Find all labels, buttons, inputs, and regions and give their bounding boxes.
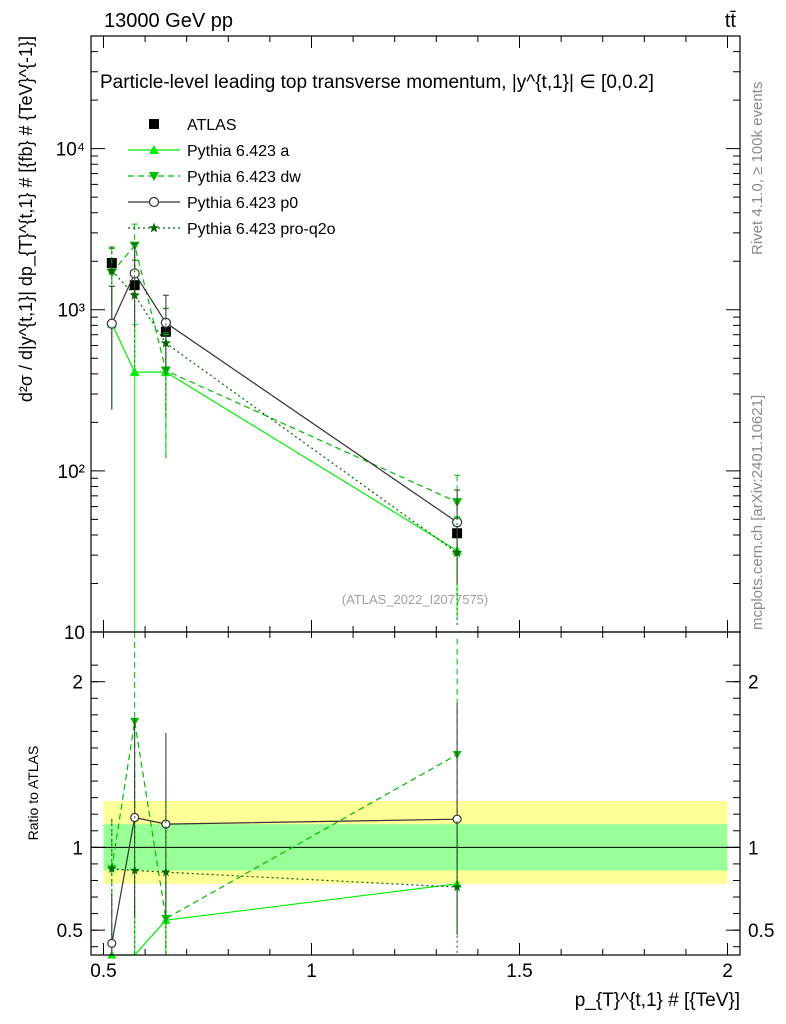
x-tick-label: 1 (306, 961, 317, 982)
ratio-series-pythia-6-423-dw (107, 632, 462, 955)
legend: ATLAS Pythia 6.423 a Pythia 6.423 dw Pythia… (128, 117, 336, 238)
data-point (160, 337, 172, 348)
series-pythia-6-423-dw (106, 223, 463, 547)
y-tick-label: 10³ (58, 301, 85, 322)
y-tick-label: 10⁴ (56, 140, 85, 161)
ratio-tick-label-right: 2 (748, 673, 759, 694)
series-line (111, 270, 458, 554)
ratio-point (161, 867, 171, 877)
legend-entry: Pythia 6.423 a (128, 143, 289, 160)
legend-marker (149, 145, 159, 154)
ratio-axis-label: Ratio to ATLAS (25, 746, 41, 841)
ratio-tick-label-right: 1 (748, 838, 759, 859)
legend-entry: Pythia 6.423 p0 (128, 195, 298, 212)
legend-marker (149, 172, 159, 181)
y-axis-label: d²σ / d|y^{t,1}| dp_{T}^{t,1} # [{fb} # … (16, 36, 37, 402)
ratio-point (452, 814, 462, 824)
x-tick-label: 1.5 (506, 961, 532, 982)
data-point (160, 366, 171, 376)
series-line (111, 244, 458, 503)
axis-ticks: 0.5 1 1.5 2 10 10² 10³ 10⁴ 0.5 0.5 1 1 2 2 (56, 35, 774, 982)
ratio-point (107, 863, 117, 873)
legend-marker (149, 119, 159, 129)
series-atlas (106, 258, 463, 539)
data-point (451, 547, 463, 558)
rivet-version-label: Rivet 4.1.0, ≥ 100k events (749, 82, 766, 255)
analysis-watermark: (ATLAS_2022_I2077575) (342, 592, 488, 607)
ratio-point (452, 882, 462, 892)
ratio-layer (107, 632, 462, 959)
x-tick-label: 0.5 (90, 961, 116, 982)
data-point (106, 318, 117, 329)
ratio-line (111, 868, 458, 888)
legend-label: Pythia 6.423 dw (187, 169, 301, 186)
ratio-point (161, 914, 171, 924)
legend-label: Pythia 6.423 a (187, 143, 289, 160)
ratio-line (111, 816, 458, 944)
ratio-tick-label: 2 (72, 673, 83, 694)
ratio-line (111, 721, 458, 920)
x-axis-label: p_{T}^{t,1} # [{TeV}] (575, 990, 740, 1011)
y-tick-label: 10 (64, 623, 85, 644)
legend-marker (148, 222, 160, 233)
ratio-point (129, 865, 140, 875)
ratio-series-pythia-6-423-pro-q2o (107, 771, 462, 955)
data-point (129, 268, 140, 279)
legend-label: ATLAS (187, 117, 237, 134)
ratio-point (107, 938, 117, 949)
data-point (129, 367, 140, 377)
header-process: 13000 GeV pp (104, 10, 233, 32)
mcplots-label: mcplots.cern.ch [arXiv:2401.10621] (749, 395, 766, 630)
ratio-line (111, 883, 458, 956)
legend-entry: ATLAS (149, 117, 237, 134)
data-point (160, 317, 171, 328)
y-tick-label: 10² (58, 462, 85, 483)
legend-marker (148, 196, 160, 208)
legend-label: Pythia 6.423 p0 (187, 195, 298, 212)
series-pythia-6-423-p0 (106, 242, 463, 584)
header-final-state: tt̄ (725, 10, 737, 32)
plot-title: Particle-level leading top transverse mo… (100, 72, 654, 93)
ratio-tick-label: 1 (72, 838, 83, 859)
data-point (129, 289, 140, 300)
uncertainty-bands (103, 800, 728, 884)
ratio-tick-label-right: 0.5 (748, 921, 774, 942)
series-pythia-6-423-a (106, 285, 463, 632)
series-line (111, 272, 458, 523)
series-layer (106, 223, 463, 632)
legend-label: Pythia 6.423 pro-q2o (187, 221, 336, 238)
ratio-point (161, 819, 171, 829)
ratio-plot-frame (90, 631, 741, 956)
ratio-tick-label: 0.5 (57, 921, 83, 942)
x-tick-label: 2 (722, 961, 733, 982)
data-point (106, 265, 117, 275)
legend-entry: Pythia 6.423 dw (128, 169, 301, 186)
series-line (111, 323, 458, 552)
legend-entry: Pythia 6.423 pro-q2o (128, 221, 336, 238)
series-pythia-6-423-pro-q2o (106, 246, 463, 626)
